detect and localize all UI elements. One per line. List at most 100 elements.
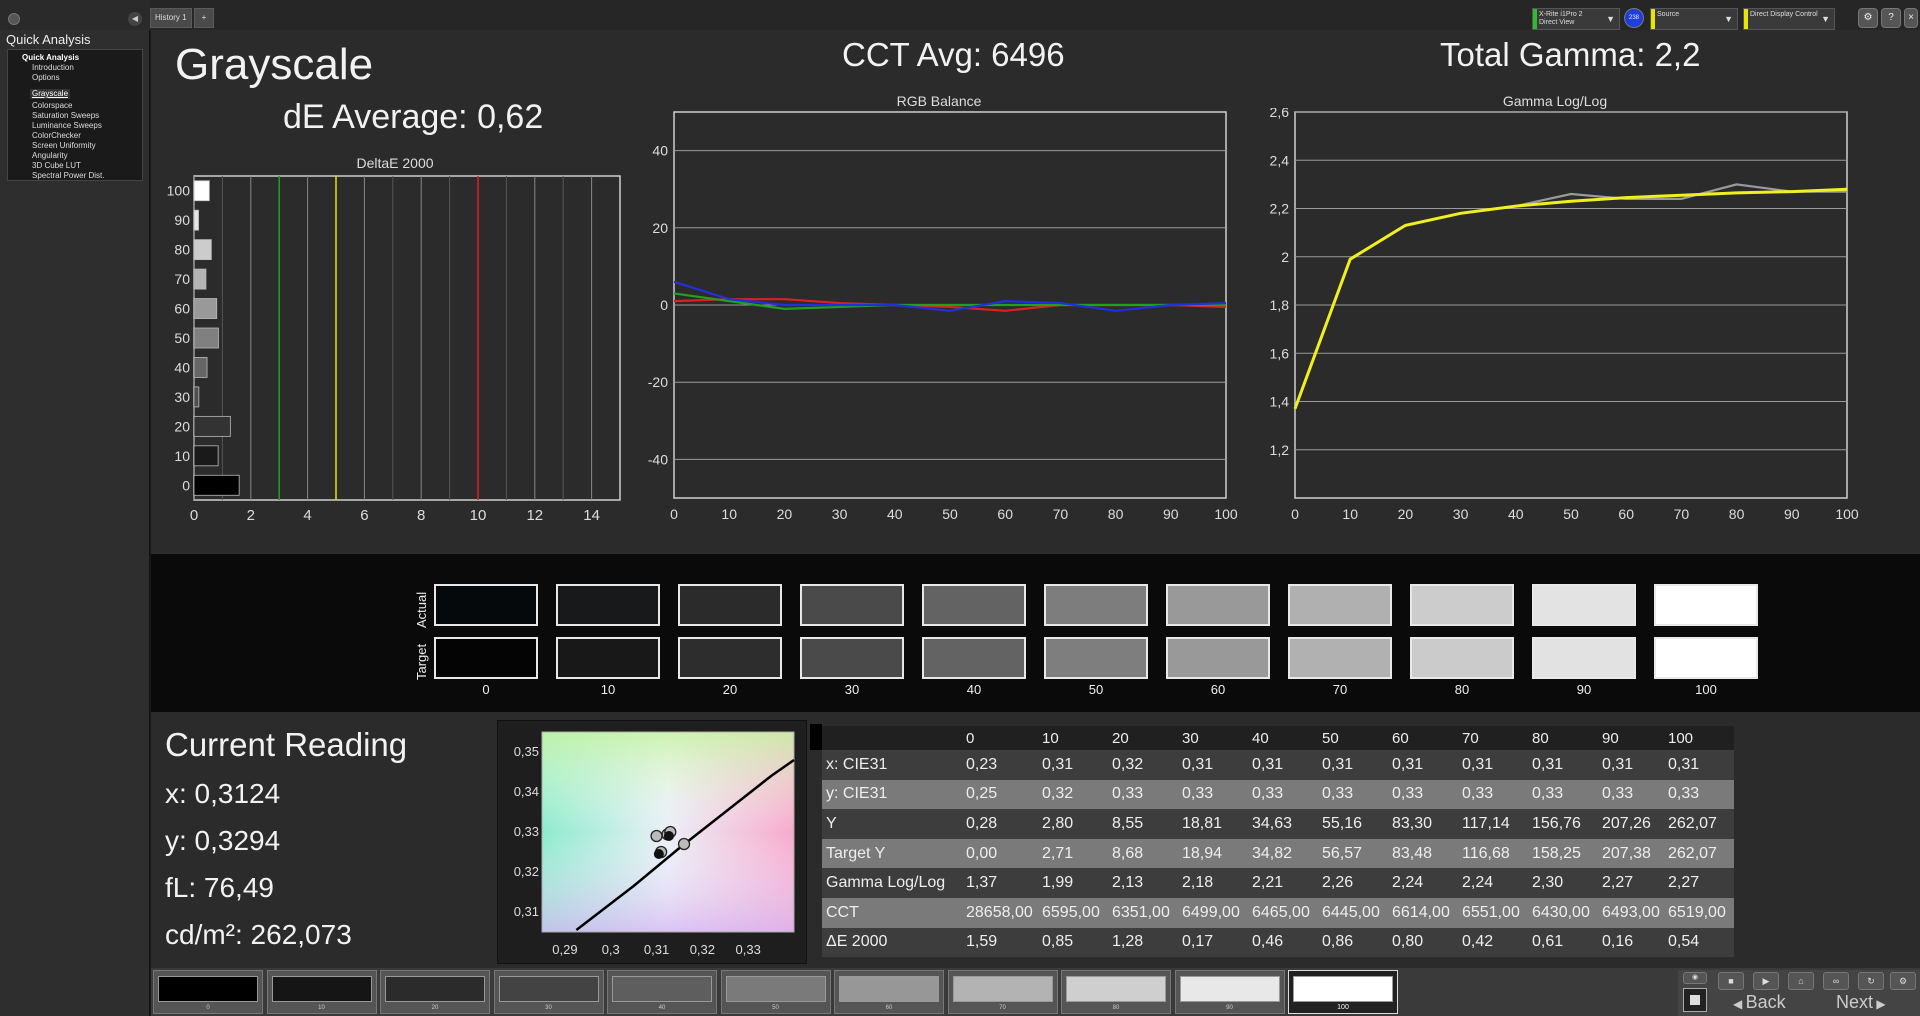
add-tab-button[interactable]: + (194, 8, 214, 28)
table-cell: 207,38 (1598, 838, 1664, 869)
patch-color (158, 976, 258, 1002)
table-cell: 8,55 (1108, 809, 1178, 839)
table-cell: 0,33 (1178, 779, 1248, 810)
tree-root[interactable]: Quick Analysis (22, 53, 80, 62)
table-row: Y 0,28 2,80 8,55 18,81 34,63 55,16 83,30 117,14 1… (822, 809, 1734, 839)
sidebar-item-3d-cube-lut[interactable]: 3D Cube LUT (32, 161, 81, 170)
patch-button-30[interactable]: 30 (493, 970, 604, 1014)
deltae-category-label: 80 (174, 242, 190, 258)
table-header-cell: 40 (1248, 726, 1318, 750)
sidebar-item-spectral-power-dist-[interactable]: Spectral Power Dist. (32, 171, 105, 180)
table-cell: 1,99 (1038, 868, 1108, 898)
deltae-category-label: 10 (174, 448, 190, 464)
gamma-x-tick: 40 (1508, 506, 1524, 522)
camera-icon[interactable]: ◉ (1683, 972, 1707, 984)
table-cell: 2,13 (1108, 868, 1178, 898)
patch-label: 0 (206, 1005, 210, 1011)
sidebar-item-introduction[interactable]: Introduction (32, 63, 74, 72)
swatch-label: 70 (1332, 682, 1348, 697)
back-button[interactable]: ◀ Back (1733, 992, 1786, 1013)
sidebar-item-saturation-sweeps[interactable]: Saturation Sweeps (32, 111, 100, 120)
close-icon[interactable]: × (1904, 8, 1918, 28)
table-cell: 2,71 (1038, 838, 1108, 869)
stop-button[interactable] (1683, 988, 1707, 1012)
gamma-y-tick: 1,2 (1270, 442, 1290, 458)
table-cell: 0,33 (1598, 779, 1664, 810)
patch-label: 50 (772, 1005, 779, 1011)
help-icon[interactable]: ? (1881, 8, 1901, 28)
patch-button-80[interactable]: 80 (1061, 970, 1171, 1014)
table-scroll-handle[interactable] (810, 724, 822, 750)
settings-gear-icon[interactable]: ⚙ (1858, 8, 1878, 28)
rgb-y-tick: 20 (652, 220, 668, 236)
settings-icon[interactable]: ⚙ (1890, 972, 1916, 990)
patch-button-50[interactable]: 50 (720, 970, 831, 1014)
sidebar-item-angularity[interactable]: Angularity (32, 151, 68, 160)
table-row-label: Target Y (822, 838, 962, 869)
tab-history-1[interactable]: History 1 (150, 8, 192, 28)
cie-chart: 0,29 0,3 0,31 0,32 0,33 0,35 0,34 0,33 0,32 0,31 (514, 731, 795, 957)
actual-swatch (1044, 584, 1148, 626)
table-row-label: Y (822, 809, 962, 839)
collapse-left-icon[interactable]: ◀ (128, 12, 142, 26)
sidebar-item-screen-uniformity[interactable]: Screen Uniformity (32, 141, 96, 150)
table-cell: 0,23 (962, 750, 1038, 780)
sidebar-item-options[interactable]: Options (32, 73, 60, 82)
home-icon[interactable]: ⌂ (1788, 972, 1814, 990)
rgb-x-tick: 100 (1214, 506, 1238, 522)
patch-button-40[interactable]: 40 (607, 970, 717, 1014)
patch-button-60[interactable]: 60 (834, 970, 944, 1014)
display-dropdown[interactable]: Direct Display Control ▼ (1743, 8, 1835, 30)
meter-dropdown[interactable]: X-Rite i1Pro 2 Direct View ▼ (1532, 8, 1620, 30)
swatch-label: 60 (1210, 682, 1226, 697)
actual-swatch (678, 584, 782, 626)
gamma-y-tick: 2 (1281, 249, 1289, 265)
source-dropdown[interactable]: Source ▼ (1650, 8, 1738, 30)
table-header-cell: 50 (1318, 726, 1388, 750)
deltae-bar (193, 239, 212, 261)
table-cell: 0,31 (1664, 750, 1734, 780)
cie-x-tick: 0,32 (690, 942, 715, 957)
deltae-category-label: 60 (174, 301, 190, 317)
loop-icon[interactable]: ∞ (1823, 972, 1849, 990)
sidebar-item-luminance-sweeps[interactable]: Luminance Sweeps (32, 121, 102, 130)
table-cell: 0,31 (1528, 750, 1598, 780)
patch-button-20[interactable]: 20 (380, 970, 490, 1014)
patch-button-100[interactable]: 100 (1288, 970, 1398, 1014)
delete-icon[interactable]: ■ (1718, 972, 1744, 990)
deltae-plot-area (193, 175, 621, 501)
repeat-icon[interactable]: ↻ (1858, 972, 1884, 990)
top-toolbar: History 1 + X-Rite i1Pro 2 Direct View ▼… (150, 0, 1920, 30)
play-icon[interactable]: ▶ (1753, 972, 1779, 990)
table-cell: 0,86 (1318, 927, 1388, 958)
table-cell: 0,16 (1598, 927, 1664, 958)
chevron-down-icon: ▼ (1821, 14, 1830, 24)
table-header-row: 0 10 20 30 40 50 60 70 80 90 100 (822, 726, 1734, 750)
gamma-x-tick: 30 (1453, 506, 1469, 522)
patch-button-0[interactable]: 0 (153, 970, 263, 1014)
sidebar-item-colorchecker[interactable]: ColorChecker (32, 131, 81, 140)
meter-badge-button[interactable]: 238 (1624, 8, 1644, 28)
menu-circle-button[interactable] (8, 13, 20, 25)
sidebar-item-colorspace[interactable]: Colorspace (32, 101, 73, 110)
table-cell: 158,25 (1528, 838, 1598, 869)
actual-swatch (434, 584, 538, 626)
deltae-x-tick: 10 (470, 507, 487, 524)
sidebar-item-grayscale[interactable]: Grayscale (30, 89, 71, 99)
table-header-cell: 80 (1528, 726, 1598, 750)
patch-color (1066, 976, 1166, 1002)
table-row: Target Y 0,00 2,71 8,68 18,94 34,82 56,57 83,48… (822, 838, 1734, 869)
patch-button-70[interactable]: 70 (947, 970, 1058, 1014)
target-swatch (1288, 637, 1392, 679)
actual-swatch (800, 584, 904, 626)
next-button[interactable]: Next ▶ (1836, 992, 1886, 1013)
deltae-bar (193, 268, 207, 290)
swatch-label: 40 (966, 682, 982, 697)
patch-button-90[interactable]: 90 (1174, 970, 1285, 1014)
patch-button-10[interactable]: 10 (266, 970, 377, 1014)
measured-point (650, 829, 663, 843)
table-cell: 83,48 (1388, 838, 1458, 869)
swatch-label: 0 (482, 682, 490, 697)
patch-label: 90 (1226, 1005, 1233, 1011)
deltae-bar (193, 445, 219, 467)
